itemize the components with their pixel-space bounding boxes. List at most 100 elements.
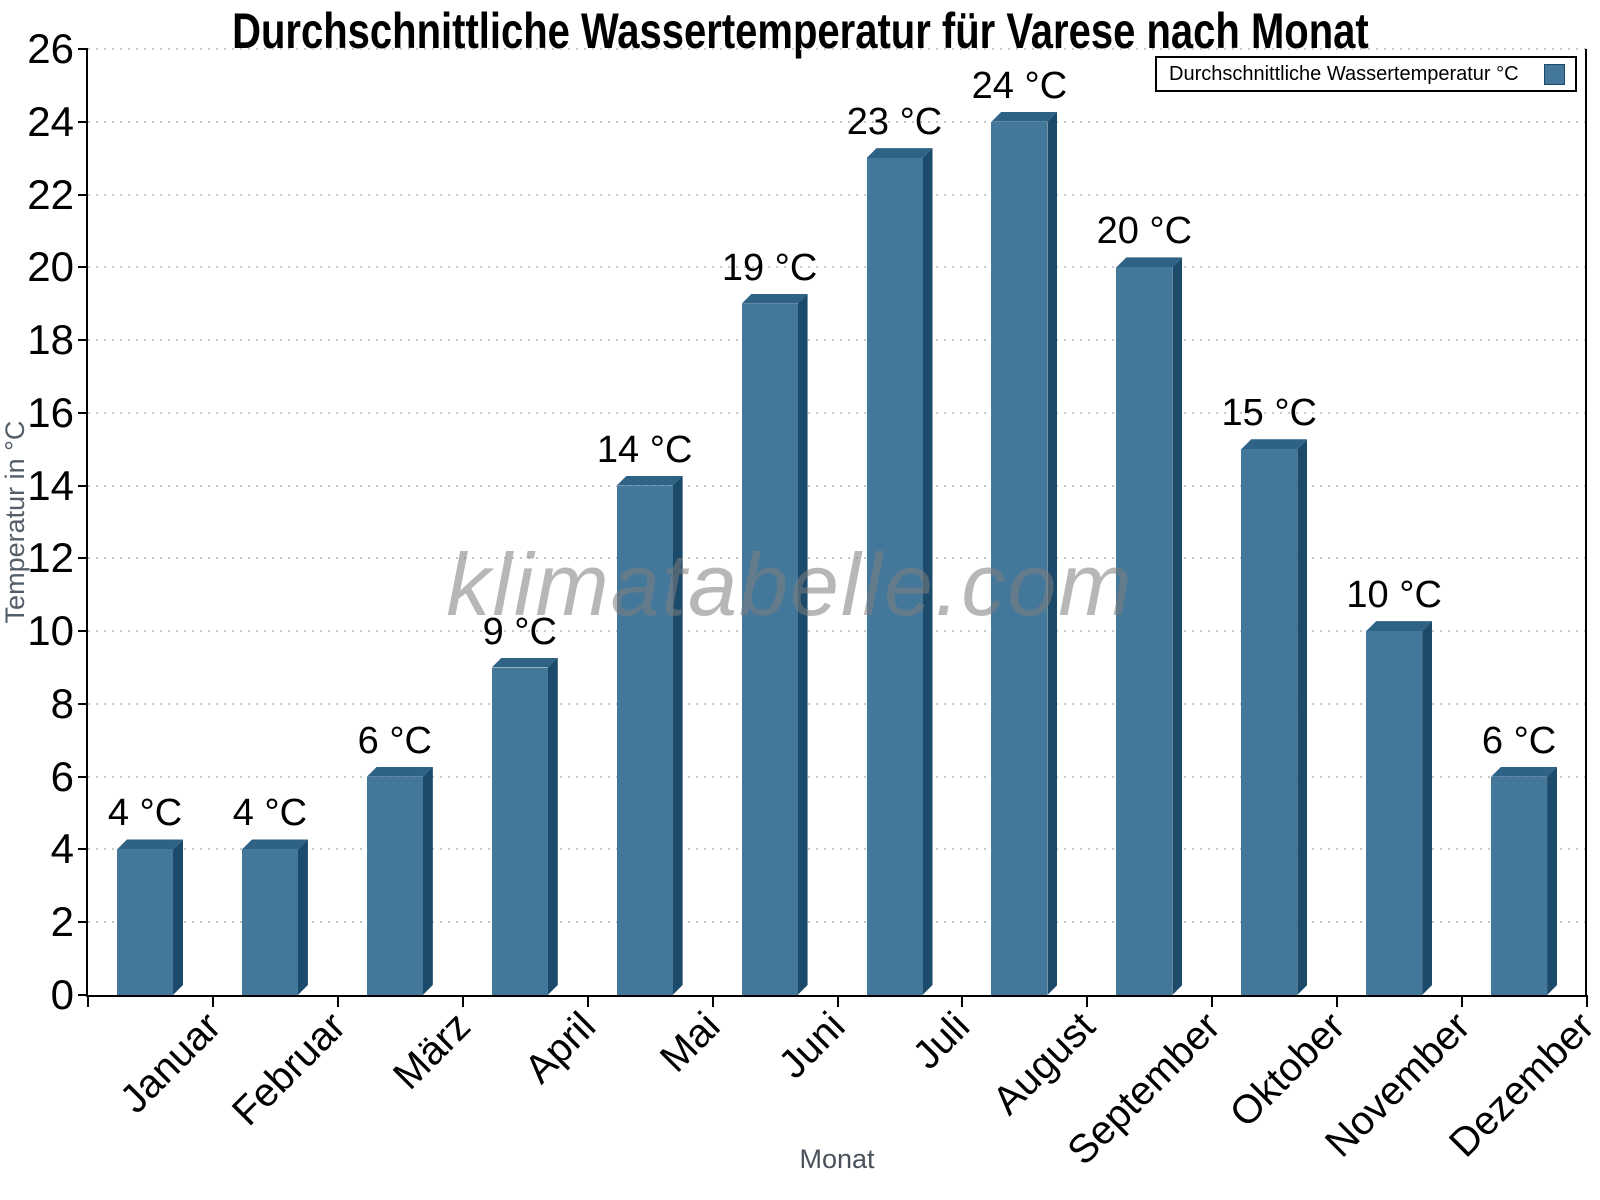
bar-front-face: [991, 121, 1048, 995]
bar-side-face: [1422, 621, 1432, 995]
bar-side-face: [1172, 257, 1182, 995]
bar-top-face: [1366, 621, 1432, 631]
month-label-august: August: [984, 1004, 1104, 1124]
bar-top-face: [742, 294, 808, 304]
month-label-mai: Mai: [652, 1004, 729, 1081]
bar-märz[interactable]: [366, 767, 433, 995]
bar-front-face: [491, 667, 548, 995]
y-tick-mark: [78, 484, 88, 487]
y-tick-label-12: 12: [27, 534, 74, 582]
y-tick-label-20: 20: [27, 243, 74, 291]
bar-front-face: [117, 849, 173, 995]
bar-top-face: [117, 839, 183, 849]
bar-value-label: 9 °C: [482, 610, 557, 653]
bar-front-face: [1366, 631, 1423, 995]
plot-right-border: [1585, 49, 1587, 997]
gridline-18: [88, 339, 1587, 342]
plot-area: klimatabelle.com 4 °C 4 °C 6 °C 9 °C 14 °C 19…: [88, 48, 1587, 995]
bar-side-face: [1047, 112, 1057, 995]
bar-front-face: [616, 485, 673, 995]
bar-top-face: [492, 658, 558, 668]
bar-oktober[interactable]: [1241, 439, 1307, 995]
bar-februar[interactable]: [241, 839, 308, 995]
x-tick-mark: [1086, 995, 1089, 1007]
bar-januar[interactable]: [117, 839, 183, 995]
gridline-10: [88, 630, 1587, 633]
bar-side-face: [798, 294, 808, 995]
bar-dezember[interactable]: [1491, 767, 1557, 995]
y-tick-label-2: 2: [50, 898, 74, 946]
month-label-juni: Juni: [770, 1004, 854, 1088]
y-tick-label-22: 22: [27, 170, 74, 218]
bar-value-label: 6 °C: [1481, 719, 1557, 762]
bar-mai[interactable]: [616, 476, 683, 995]
x-tick-mark: [211, 995, 214, 1007]
bar-front-face: [1241, 449, 1298, 995]
bar-front-face: [1491, 776, 1548, 995]
y-tick-label-10: 10: [27, 607, 74, 655]
gridline-20: [88, 266, 1587, 269]
y-tick-mark: [78, 339, 88, 342]
x-tick-mark: [87, 995, 89, 1007]
bar-front-face: [741, 303, 798, 995]
gridline-22: [88, 193, 1587, 196]
gridline-8: [88, 702, 1587, 705]
gridline-12: [88, 557, 1587, 560]
y-tick-mark: [78, 702, 88, 705]
bar-value-label: 4 °C: [232, 792, 308, 835]
bar-side-face: [298, 839, 308, 995]
bar-side-face: [423, 767, 433, 995]
gridline-2: [88, 921, 1587, 924]
bar-front-face: [241, 849, 298, 995]
bar-value-label: 20 °C: [1096, 210, 1193, 253]
bar-top-face: [991, 112, 1057, 122]
bar-juni[interactable]: [741, 294, 808, 995]
bar-november[interactable]: [1366, 621, 1432, 995]
y-tick-label-0: 0: [50, 971, 74, 1018]
bar-value-label: 19 °C: [721, 246, 818, 289]
legend-box[interactable]: Durchschnittliche Wassertemperatur °C: [1155, 56, 1577, 92]
y-axis-title: Temperatur in °C: [0, 420, 30, 624]
y-tick-mark: [78, 921, 88, 924]
y-tick-label-4: 4: [50, 825, 74, 873]
bar-side-face: [1297, 439, 1307, 995]
y-tick-label-14: 14: [27, 461, 74, 509]
y-tick-label-26: 26: [27, 25, 74, 72]
bar-september[interactable]: [1116, 257, 1182, 995]
legend-label: Durchschnittliche Wassertemperatur °C: [1169, 62, 1519, 85]
x-tick-mark: [961, 995, 964, 1007]
bar-top-face: [867, 148, 933, 158]
y-tick-label-18: 18: [27, 316, 74, 364]
bar-side-face: [673, 476, 683, 995]
x-tick-mark: [1461, 995, 1464, 1007]
gridline-6: [88, 775, 1587, 778]
bar-value-label: 14 °C: [596, 428, 693, 471]
y-tick-mark: [78, 848, 88, 851]
bar-side-face: [1547, 767, 1557, 995]
bar-juli[interactable]: [866, 148, 933, 995]
y-tick-mark: [78, 775, 88, 778]
bar-top-face: [617, 476, 683, 486]
y-axis-line: [86, 49, 88, 997]
month-label-februar: Februar: [223, 1004, 354, 1135]
bar-august[interactable]: [991, 112, 1057, 995]
y-tick-label-24: 24: [27, 97, 74, 145]
bar-value-label: 6 °C: [357, 719, 432, 762]
y-tick-mark: [78, 193, 88, 196]
gridline-24: [88, 120, 1587, 123]
y-tick-mark: [78, 266, 88, 269]
bar-side-face: [173, 839, 183, 995]
y-tick-mark: [78, 630, 88, 633]
watermark: klimatabelle.com: [446, 535, 1134, 634]
bar-value-label: 10 °C: [1346, 574, 1442, 617]
bar-value-label: 24 °C: [971, 64, 1068, 107]
x-tick-mark: [461, 995, 464, 1007]
month-label-januar: Januar: [111, 1004, 230, 1122]
bar-top-face: [1491, 767, 1557, 777]
bar-april[interactable]: [491, 658, 558, 995]
bar-side-face: [548, 658, 558, 995]
y-tick-mark: [78, 994, 88, 996]
y-tick-mark: [78, 557, 88, 560]
bar-top-face: [242, 839, 308, 849]
x-tick-mark: [1336, 995, 1339, 1007]
